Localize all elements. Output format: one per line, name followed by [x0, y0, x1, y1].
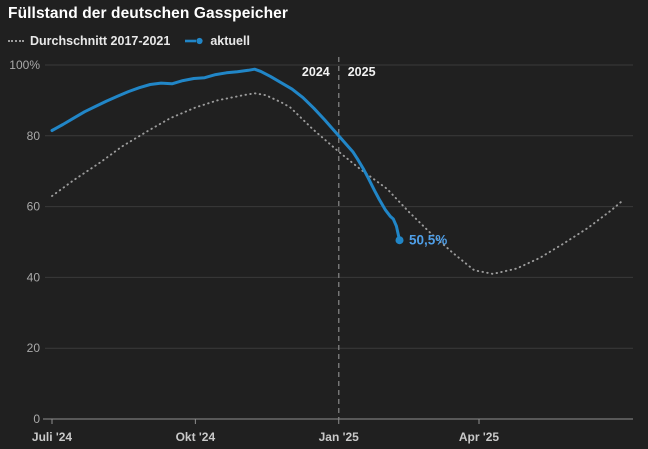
year-label-left: 2024	[302, 65, 330, 79]
x-axis-label: Juli '24	[32, 430, 73, 444]
legend-current-label: aktuell	[210, 34, 250, 48]
average-series-line	[51, 92, 625, 275]
legend-item-current: aktuell	[184, 34, 250, 48]
chart-legend: Durchschnitt 2017-2021 aktuell	[8, 34, 250, 48]
legend-item-average: Durchschnitt 2017-2021	[8, 34, 170, 48]
year-label-right: 2025	[348, 65, 376, 79]
dotted-line-icon	[8, 40, 24, 42]
y-axis-label: 80	[27, 129, 41, 143]
y-axis-label: 40	[27, 270, 41, 284]
x-axis-label: Okt '24	[176, 430, 216, 444]
y-axis-label: 60	[27, 200, 41, 214]
x-axis-label: Apr '25	[459, 430, 500, 444]
current-value-label: 50,5%	[409, 233, 447, 248]
line-with-dot-icon	[184, 36, 204, 46]
y-axis-label: 100%	[9, 58, 40, 72]
y-axis-label: 0	[33, 412, 40, 426]
current-value-dot	[395, 236, 404, 245]
legend-average-label: Durchschnitt 2017-2021	[30, 34, 171, 48]
y-axis-label: 20	[27, 341, 41, 355]
current-series-line	[50, 67, 401, 242]
x-axis-label: Jan '25	[319, 430, 360, 444]
page-title: Füllstand der deutschen Gasspeicher	[8, 5, 288, 22]
